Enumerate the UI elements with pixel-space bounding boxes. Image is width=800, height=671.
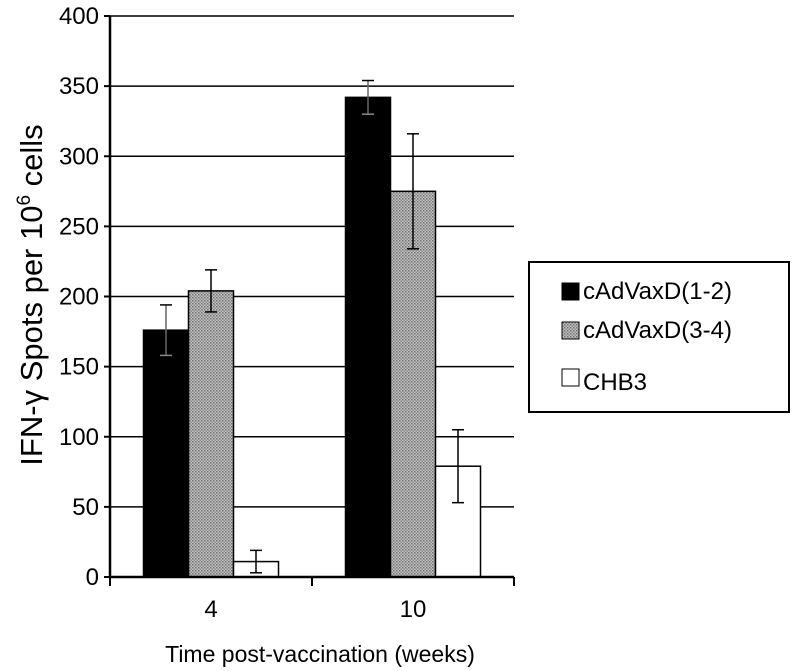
x-axis-title: Time post-vaccination (weeks) bbox=[165, 641, 475, 667]
bar bbox=[344, 96, 392, 578]
y-tick-labels: 0 50 100 150 200 250 300 350 400 bbox=[59, 3, 99, 591]
bar bbox=[389, 190, 437, 578]
legend-swatch bbox=[561, 368, 580, 387]
y-axis-title-part: Spots per 10 bbox=[14, 206, 49, 390]
y-tick-label: 100 bbox=[59, 424, 99, 451]
y-tick-label: 0 bbox=[86, 564, 99, 591]
axes bbox=[104, 15, 515, 586]
bar bbox=[142, 329, 190, 578]
legend-label: cAdVaxD(3-4) bbox=[583, 317, 732, 344]
x-tick-label: 4 bbox=[204, 596, 217, 623]
legend-item: CHB3 bbox=[561, 368, 647, 396]
y-axis-title-part: IFN- bbox=[14, 405, 49, 465]
y-axis-title-gamma: γ bbox=[14, 389, 49, 405]
y-tick-label: 200 bbox=[59, 284, 99, 311]
y-tick-label: 300 bbox=[59, 143, 99, 170]
legend-item: cAdVaxD(3-4) bbox=[561, 317, 732, 344]
y-tick-label: 400 bbox=[59, 3, 99, 30]
legend-swatch bbox=[561, 321, 580, 340]
legend: cAdVaxD(1-2) cAdVaxD(3-4) CHB3 bbox=[528, 261, 790, 413]
y-tick-label: 50 bbox=[72, 494, 99, 521]
bar bbox=[187, 290, 235, 578]
y-axis-title-part: cells bbox=[14, 124, 49, 195]
legend-label: cAdVaxD(1-2) bbox=[583, 278, 732, 305]
legend-label: CHB3 bbox=[583, 369, 647, 396]
x-tick-label: 10 bbox=[400, 596, 427, 623]
y-axis-title-superscript: 6 bbox=[14, 195, 35, 206]
y-axis-title: IFN-γ Spots per 106 cells bbox=[14, 124, 49, 465]
y-tick-label: 250 bbox=[59, 213, 99, 240]
error-bars bbox=[160, 79, 464, 574]
y-tick-label: 350 bbox=[59, 73, 99, 100]
y-tick-label: 150 bbox=[59, 354, 99, 381]
legend-swatch bbox=[561, 282, 580, 301]
legend-item: cAdVaxD(1-2) bbox=[561, 278, 732, 305]
x-tick-labels: 4 10 bbox=[204, 596, 426, 623]
bars bbox=[142, 96, 482, 578]
